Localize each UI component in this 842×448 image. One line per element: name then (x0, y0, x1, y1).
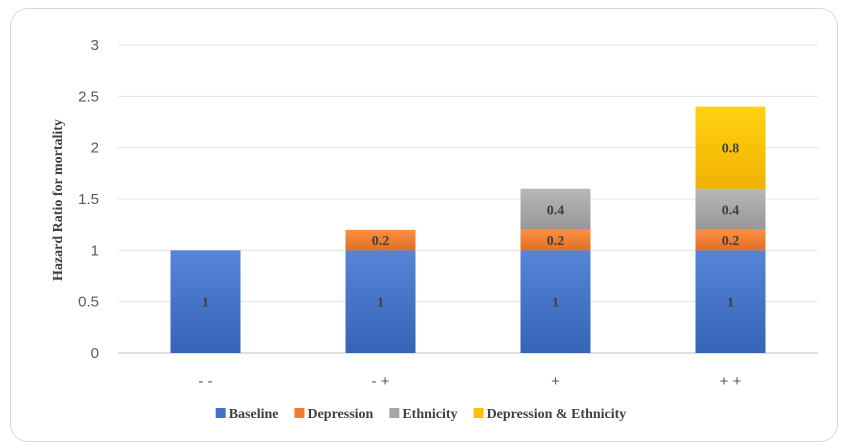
legend-label: Depression & Ethnicity (487, 407, 627, 422)
x-tick-label: - - (198, 373, 212, 390)
legend-label: Depression (307, 407, 373, 422)
data-label: 0.8 (722, 142, 740, 157)
x-tick-label: + + (720, 373, 742, 390)
data-label: 0.4 (547, 203, 565, 218)
x-tick-label: - + (372, 373, 390, 390)
data-label: 0.2 (372, 234, 390, 249)
data-label: 0.2 (722, 234, 740, 249)
legend-label: Baseline (229, 407, 279, 422)
bar-segment-baseline (695, 250, 766, 353)
bar-segment-depression (345, 229, 416, 251)
y-tick-label: 0.5 (78, 294, 99, 311)
bar-segment-depression (520, 229, 591, 251)
bar-segment-baseline (345, 250, 416, 353)
bar-segment-baseline (170, 250, 241, 353)
data-label: 1 (202, 296, 209, 311)
y-tick-label: 1 (91, 242, 99, 259)
data-label: 0.2 (547, 234, 565, 249)
y-tick-label: 2.5 (78, 88, 99, 105)
x-tick-label: + (551, 373, 560, 390)
legend-swatch (473, 408, 484, 418)
data-label: 1 (727, 296, 734, 311)
y-tick-label: 0 (91, 345, 99, 362)
data-label: 1 (552, 296, 559, 311)
bar-segment-depression-ethnicity (695, 106, 766, 189)
bar-segment-depression (695, 229, 766, 251)
legend-swatch (215, 408, 226, 418)
legend-label: Ethnicity (402, 407, 457, 422)
data-label: 0.4 (722, 203, 740, 218)
y-tick-label: 1.5 (78, 191, 99, 208)
y-tick-label: 3 (91, 37, 99, 54)
legend-swatch (294, 408, 305, 418)
data-label: 1 (377, 296, 384, 311)
bar-segment-ethnicity (520, 188, 591, 230)
y-tick-label: 2 (91, 140, 99, 157)
bar-segment-ethnicity (695, 188, 766, 230)
legend-swatch (389, 408, 400, 418)
y-axis-label: Hazard Ratio for mortality (51, 119, 66, 281)
bar-segment-baseline (520, 250, 591, 353)
